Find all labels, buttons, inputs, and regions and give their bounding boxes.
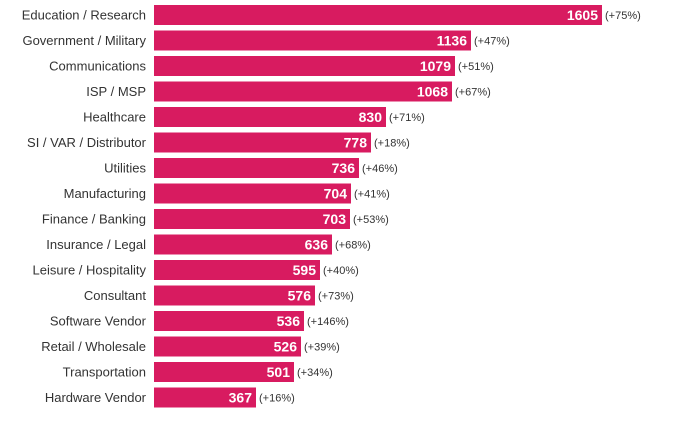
change-label: (+34%): [297, 367, 333, 379]
bar: [154, 260, 320, 280]
change-label: (+68%): [335, 240, 371, 252]
change-label: (+41%): [354, 189, 390, 201]
category-label: Government / Military: [22, 33, 146, 48]
value-label: 1068: [417, 84, 448, 100]
value-label: 1079: [420, 58, 451, 74]
bar-row: Utilities 736 (+46%): [104, 158, 398, 178]
bar: [154, 234, 332, 255]
bar-row: Finance / Banking 703 (+53%): [42, 209, 389, 229]
bar: [154, 362, 294, 382]
value-label: 1136: [437, 33, 468, 49]
bar-row: Transportation 501 (+34%): [63, 362, 333, 382]
bar: [154, 81, 452, 102]
bar-row: Manufacturing 704 (+41%): [64, 183, 390, 204]
bar-row: Consultant 576 (+73%): [84, 285, 354, 306]
change-label: (+73%): [318, 291, 354, 303]
value-label: 536: [277, 313, 301, 329]
bar: [154, 107, 386, 127]
value-label: 576: [288, 288, 312, 304]
value-label: 703: [323, 211, 347, 227]
category-label: Education / Research: [22, 8, 146, 23]
bar: [154, 132, 371, 153]
bar: [154, 311, 304, 331]
bar-row: SI / VAR / Distributor 778 (+18%): [27, 132, 410, 153]
bar-row: Healthcare 830 (+71%): [83, 107, 425, 127]
bar-row: Communications 1079 (+51%): [49, 56, 494, 76]
category-label: Manufacturing: [64, 186, 146, 201]
bar-row: Education / Research 1605 (+75%): [22, 5, 641, 25]
bar: [154, 387, 256, 408]
change-label: (+47%): [474, 36, 510, 48]
bar-row: Software Vendor 536 (+146%): [50, 311, 349, 331]
value-label: 526: [274, 339, 298, 355]
bar-row: ISP / MSP 1068 (+67%): [86, 81, 491, 102]
change-label: (+40%): [323, 265, 359, 277]
value-label: 778: [344, 135, 368, 151]
bar: [154, 336, 301, 357]
bar: [154, 56, 455, 76]
bar-row: Hardware Vendor 367 (+16%): [45, 387, 295, 408]
category-label: Hardware Vendor: [45, 390, 147, 405]
value-label: 501: [267, 364, 291, 380]
category-label: SI / VAR / Distributor: [27, 135, 147, 150]
value-label: 830: [359, 109, 383, 125]
bar-row: Government / Military 1136 (+47%): [22, 30, 510, 51]
value-label: 1605: [567, 7, 598, 23]
bar: [154, 209, 350, 229]
category-label: Healthcare: [83, 110, 146, 125]
change-label: (+146%): [307, 316, 349, 328]
category-label: Utilities: [104, 161, 146, 176]
change-label: (+53%): [353, 214, 389, 226]
value-label: 636: [305, 237, 329, 253]
change-label: (+75%): [605, 10, 641, 22]
bar: [154, 285, 315, 306]
change-label: (+51%): [458, 61, 494, 73]
change-label: (+71%): [389, 112, 425, 124]
bar-row: Insurance / Legal 636 (+68%): [46, 234, 371, 255]
category-label: Consultant: [84, 288, 147, 303]
change-label: (+18%): [374, 138, 410, 150]
value-label: 595: [293, 262, 317, 278]
change-label: (+39%): [304, 342, 340, 354]
bar: [154, 158, 359, 178]
value-label: 736: [332, 160, 356, 176]
category-label: Retail / Wholesale: [41, 339, 146, 354]
value-label: 704: [324, 186, 348, 202]
bar: [154, 5, 602, 25]
change-label: (+67%): [455, 87, 491, 99]
bar-row: Leisure / Hospitality 595 (+40%): [33, 260, 359, 280]
category-label: ISP / MSP: [86, 84, 146, 99]
bar: [154, 183, 351, 204]
category-label: Leisure / Hospitality: [33, 263, 147, 278]
bar-row: Retail / Wholesale 526 (+39%): [41, 336, 340, 357]
value-label: 367: [229, 390, 253, 406]
category-label: Insurance / Legal: [46, 237, 146, 252]
category-label: Finance / Banking: [42, 212, 146, 227]
change-label: (+46%): [362, 163, 398, 175]
change-label: (+16%): [259, 393, 295, 405]
category-label: Software Vendor: [50, 314, 147, 329]
category-label: Communications: [49, 59, 146, 74]
bar: [154, 30, 471, 51]
category-label: Transportation: [63, 365, 146, 380]
